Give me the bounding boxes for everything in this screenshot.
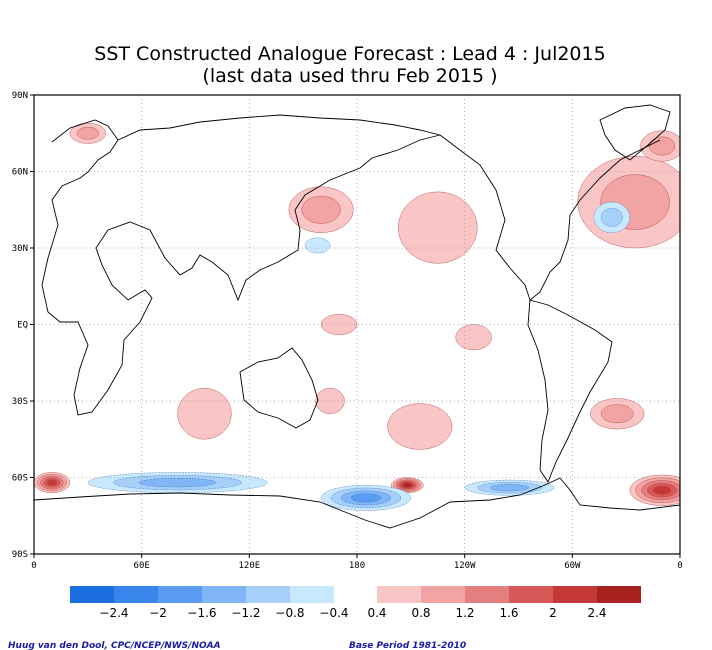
anomaly-southern-ocean-cold-indian-level-3 [138, 478, 217, 488]
colorbar-label-negative: −0.8 [275, 606, 304, 620]
x-tick-label: 120E [238, 561, 260, 571]
colorbar-label-negative: −1.6 [187, 606, 216, 620]
anomaly-southern-ocean-warm-wedge-level-5 [46, 479, 58, 486]
x-tick-label: 120W [454, 561, 476, 571]
colorbar-label-negative: −2.4 [99, 606, 128, 620]
y-tick-label: 60N [12, 168, 28, 178]
anomaly-southern-ocean-cold-ross-level-4 [350, 493, 382, 503]
colorbar-label-positive: 0.8 [411, 606, 430, 620]
anomaly-ne-pacific-warm-level-1 [398, 191, 478, 264]
colorbar-swatch-positive [421, 586, 465, 603]
anomaly-central-pacific-warm-level-1 [320, 314, 358, 335]
north-america-coast [439, 134, 661, 301]
south-america-coast [527, 299, 613, 483]
colorbar: −2.4 −2 −1.6 −1.2 −0.8 −0.4 0.4 0.8 1.2 1.6 2 2.4 [70, 586, 641, 620]
anomaly-nw-pacific-cold-level-1 [304, 237, 331, 254]
axis-ticks: 0 60E 120E 180 120W 60W 0 90N 60N 30N EQ 30S 60S 90S [12, 91, 683, 571]
x-tick-label: 60E [134, 561, 150, 571]
anomaly-north-atlantic-cold-level-2 [600, 208, 623, 227]
x-tick-label: 60W [564, 561, 581, 571]
australia-coast [239, 347, 319, 429]
anomaly-east-pacific-warm-level-1 [455, 324, 492, 351]
asia-north-coast [117, 114, 441, 141]
anomaly-south-pacific-warm-level-1 [387, 403, 453, 450]
x-tick-label: 180 [349, 561, 365, 571]
colorbar-swatch-negative [290, 586, 334, 603]
colorbar-swatch-positive [553, 586, 597, 603]
y-tick-label: 30S [12, 397, 28, 407]
chart-subtitle: (last data used thru Feb 2015 ) [202, 65, 497, 87]
colorbar-swatch-positive [509, 586, 553, 603]
colorbar-swatch-positive [377, 586, 421, 603]
grid-layer [34, 95, 680, 554]
colorbar-label-positive: 2.4 [587, 606, 606, 620]
colorbar-label-positive: 2 [549, 606, 557, 620]
colorbar-swatch-negative [114, 586, 158, 603]
anomaly-barents-warm-level-2 [76, 126, 99, 140]
y-tick-label: 30N [12, 244, 28, 254]
colorbar-label-positive: 1.6 [499, 606, 518, 620]
colorbar-swatch-negative [158, 586, 202, 603]
anomaly-southern-ocean-warm-pacific-level-6 [403, 483, 412, 488]
anomaly-southern-ocean-warm-atlantic-level-5 [653, 485, 672, 495]
colorbar-swatch-negative [202, 586, 246, 603]
colorbar-label-negative: −2 [149, 606, 167, 620]
anomaly-arctic-warm-atlantic-level-2 [648, 136, 676, 156]
base-period-credit: Base Period 1981-2010 [349, 641, 466, 650]
y-tick-label: EQ [17, 321, 28, 331]
greenland-coast [599, 104, 671, 161]
colorbar-swatch-negative [70, 586, 114, 603]
anomaly-southern-ocean-cold-pacific-level-3 [490, 484, 529, 492]
antarctica-coast [34, 477, 680, 529]
colorbar-swatch-negative [246, 586, 290, 603]
author-credit: Huug van den Dool, CPC/NCEP/NWS/NOAA [8, 641, 221, 650]
colorbar-swatch-positive [465, 586, 509, 603]
colorbar-label-positive: 1.2 [455, 606, 474, 620]
x-tick-label: 0 [677, 561, 682, 571]
y-tick-label: 90S [12, 550, 28, 560]
colorbar-swatch-positive [597, 586, 641, 603]
anomaly-south-atlantic-warm-level-2 [600, 404, 634, 424]
africa-europe-coast [41, 119, 441, 416]
colorbar-label-negative: −1.2 [231, 606, 260, 620]
y-tick-label: 60S [12, 474, 28, 484]
y-tick-label: 90N [12, 91, 28, 101]
anomaly-nw-pacific-warm-level-2 [301, 195, 341, 224]
colorbar-label-positive: 0.4 [367, 606, 386, 620]
coastlines [34, 104, 680, 529]
anomaly-south-indian-warm-level-1 [177, 388, 232, 440]
colorbar-label-negative: −0.4 [319, 606, 348, 620]
x-tick-label: 0 [31, 561, 36, 571]
chart-title: SST Constructed Analogue Forecast : Lead… [94, 43, 605, 65]
